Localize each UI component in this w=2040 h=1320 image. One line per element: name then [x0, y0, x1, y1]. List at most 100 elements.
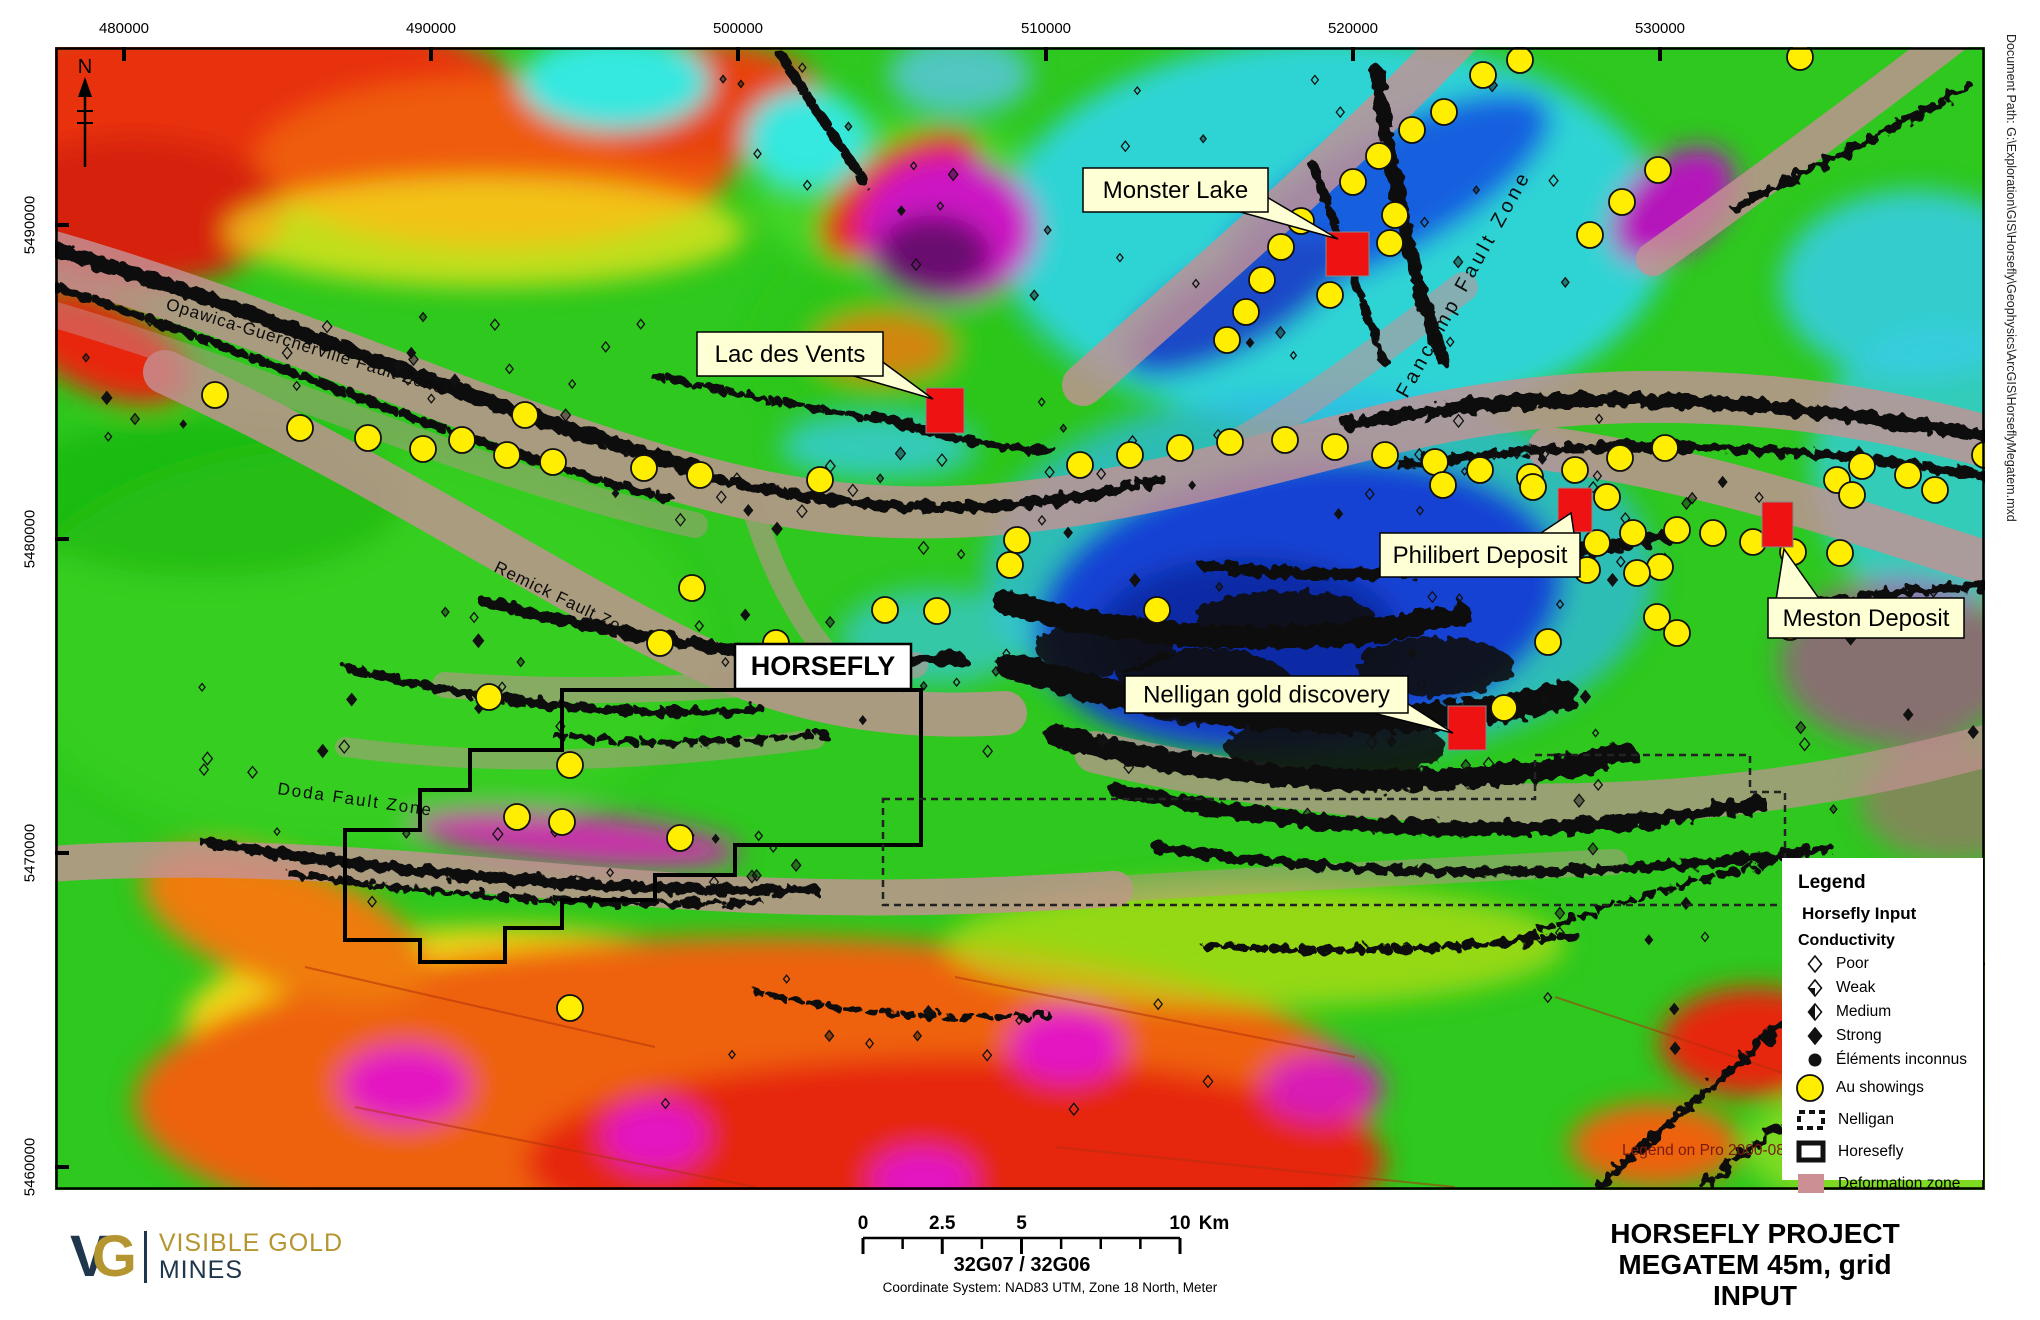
au-showing	[493, 441, 521, 469]
conductivity-symbol	[771, 521, 783, 537]
conductivity-symbol	[1591, 728, 1600, 738]
conductivity-symbol	[982, 1048, 993, 1062]
conductivity-symbol	[1394, 409, 1406, 424]
au-showing	[448, 426, 476, 454]
deposits-layer	[925, 231, 1794, 751]
scalebar-tick-label: 0	[858, 1213, 869, 1234]
legend-item-dot: Éléments inconnus	[1804, 1048, 1983, 1072]
conductivity-symbol	[1133, 86, 1142, 96]
conductivity-symbol	[1644, 934, 1654, 946]
conductivity-symbol	[1669, 1002, 1680, 1016]
conductivity-symbol	[1967, 724, 1979, 740]
north-label: N	[78, 56, 92, 78]
au-showing	[1826, 539, 1854, 567]
conductivity-symbol	[919, 680, 928, 691]
legend-item-medium: Medium	[1804, 1000, 1983, 1024]
legend-item-nelligan: Nelligan	[1794, 1104, 1983, 1136]
au-showing	[1786, 43, 1814, 71]
conductivity-symbol	[753, 148, 762, 160]
au-showing	[1365, 142, 1393, 170]
conductivity-symbol	[1687, 491, 1698, 505]
au-showing	[630, 454, 658, 482]
au-showing	[1561, 456, 1589, 484]
conductivity-symbol	[782, 974, 791, 984]
conductivity-symbol	[129, 412, 141, 426]
au-showing	[409, 435, 437, 463]
conductivity-symbol	[1754, 491, 1764, 504]
conductivity-symbol	[1540, 693, 1549, 704]
horsefly-area-label-text: HORSEFLY	[751, 651, 896, 681]
conductivity-symbol	[1669, 1041, 1681, 1056]
au-showing	[1606, 444, 1634, 472]
conductivity-symbol	[1579, 689, 1592, 704]
conductivity-symbol	[346, 692, 358, 707]
au-showing	[1066, 451, 1094, 479]
au-showing	[1699, 519, 1727, 547]
conductivity-symbol	[1717, 475, 1728, 489]
au-showing	[511, 401, 539, 429]
axis-label-top: 480000	[98, 20, 150, 37]
au-showing	[1583, 529, 1611, 557]
conductivity-symbol	[201, 751, 214, 766]
au-showing	[678, 574, 706, 602]
au-showing	[1376, 229, 1404, 257]
conductivity-symbol	[876, 473, 885, 484]
conductivity-symbol	[824, 1029, 835, 1043]
conductivity-symbol	[198, 682, 206, 693]
legend-item-label: Strong	[1836, 1027, 1882, 1044]
conductivity-symbol	[516, 656, 526, 668]
conductivity-symbol	[1416, 677, 1427, 691]
au-showing	[1619, 519, 1647, 547]
conductivity-symbol	[316, 743, 329, 759]
legend-conductivity-rows: Poor Weak Medium Strong Éléments inconnus	[1782, 952, 1983, 1072]
dot-symbol-icon	[1808, 1053, 1822, 1067]
conductivity-symbol	[858, 715, 867, 726]
au-showing	[1838, 481, 1866, 509]
conductivity-symbol	[1335, 106, 1346, 119]
axis-label-left: 5480000	[21, 509, 39, 569]
legend-item-weak: Weak	[1804, 976, 1983, 1000]
au-showing	[1339, 168, 1367, 196]
scale-bar: 0 2.5 5 10 Km	[858, 1213, 1229, 1254]
conductivity-symbol	[179, 419, 188, 429]
axis-label-left: 5460000	[21, 1137, 39, 1197]
nelligan-outline-icon	[1797, 1110, 1825, 1130]
lineaments	[304, 966, 1856, 1188]
conductivity-symbol	[1554, 926, 1565, 940]
conductivity-symbol	[1795, 720, 1807, 735]
conductivity-symbol	[1386, 735, 1397, 748]
conductivity-symbol	[550, 879, 560, 891]
conductivity-symbol	[923, 1004, 934, 1019]
conductivity-symbol	[751, 868, 762, 882]
conductivity-symbol	[406, 346, 417, 360]
au-showing	[1381, 201, 1409, 229]
conductivity-symbol	[247, 765, 258, 779]
au-showing	[1003, 526, 1031, 554]
conductivity-symbol	[1199, 134, 1207, 144]
au-showing	[1534, 628, 1562, 656]
conductivity-symbol	[1489, 450, 1499, 461]
conductivity-symbol	[1681, 496, 1692, 511]
conductivity-symbol	[1700, 931, 1710, 943]
conductivity-symbol	[82, 352, 90, 363]
scalebar-tick-label: 10	[1169, 1213, 1190, 1234]
conductivity-symbol	[799, 86, 808, 97]
conductivity-symbol	[489, 318, 501, 332]
map-sheet-number: 32G07 / 32G06	[953, 1254, 1091, 1276]
scalebar-tick-label: 5	[1016, 1213, 1027, 1234]
map-area: Opawica-Guercherville Fault Zone Remick F…	[0, 7, 2040, 1267]
au-showing	[1663, 516, 1691, 544]
conductivity-symbol	[674, 512, 686, 527]
map-title-line1: HORSEFLY PROJECT	[1610, 1218, 1900, 1249]
horsefly-outline-icon	[1796, 1140, 1826, 1163]
au-showing	[1430, 98, 1458, 126]
conductivity-symbol	[469, 611, 479, 624]
conductivity-symbol	[743, 504, 754, 517]
au-showing	[1643, 603, 1671, 631]
legend-item-horsefly: Horesefly	[1794, 1136, 1983, 1168]
visible-gold-mines-logo: V G VISIBLE GOLD MINES	[70, 1228, 343, 1286]
conductivity-symbol	[1365, 735, 1378, 750]
legend-item-deformation: Deformation zone	[1794, 1168, 1983, 1200]
au-showing	[1316, 281, 1344, 309]
